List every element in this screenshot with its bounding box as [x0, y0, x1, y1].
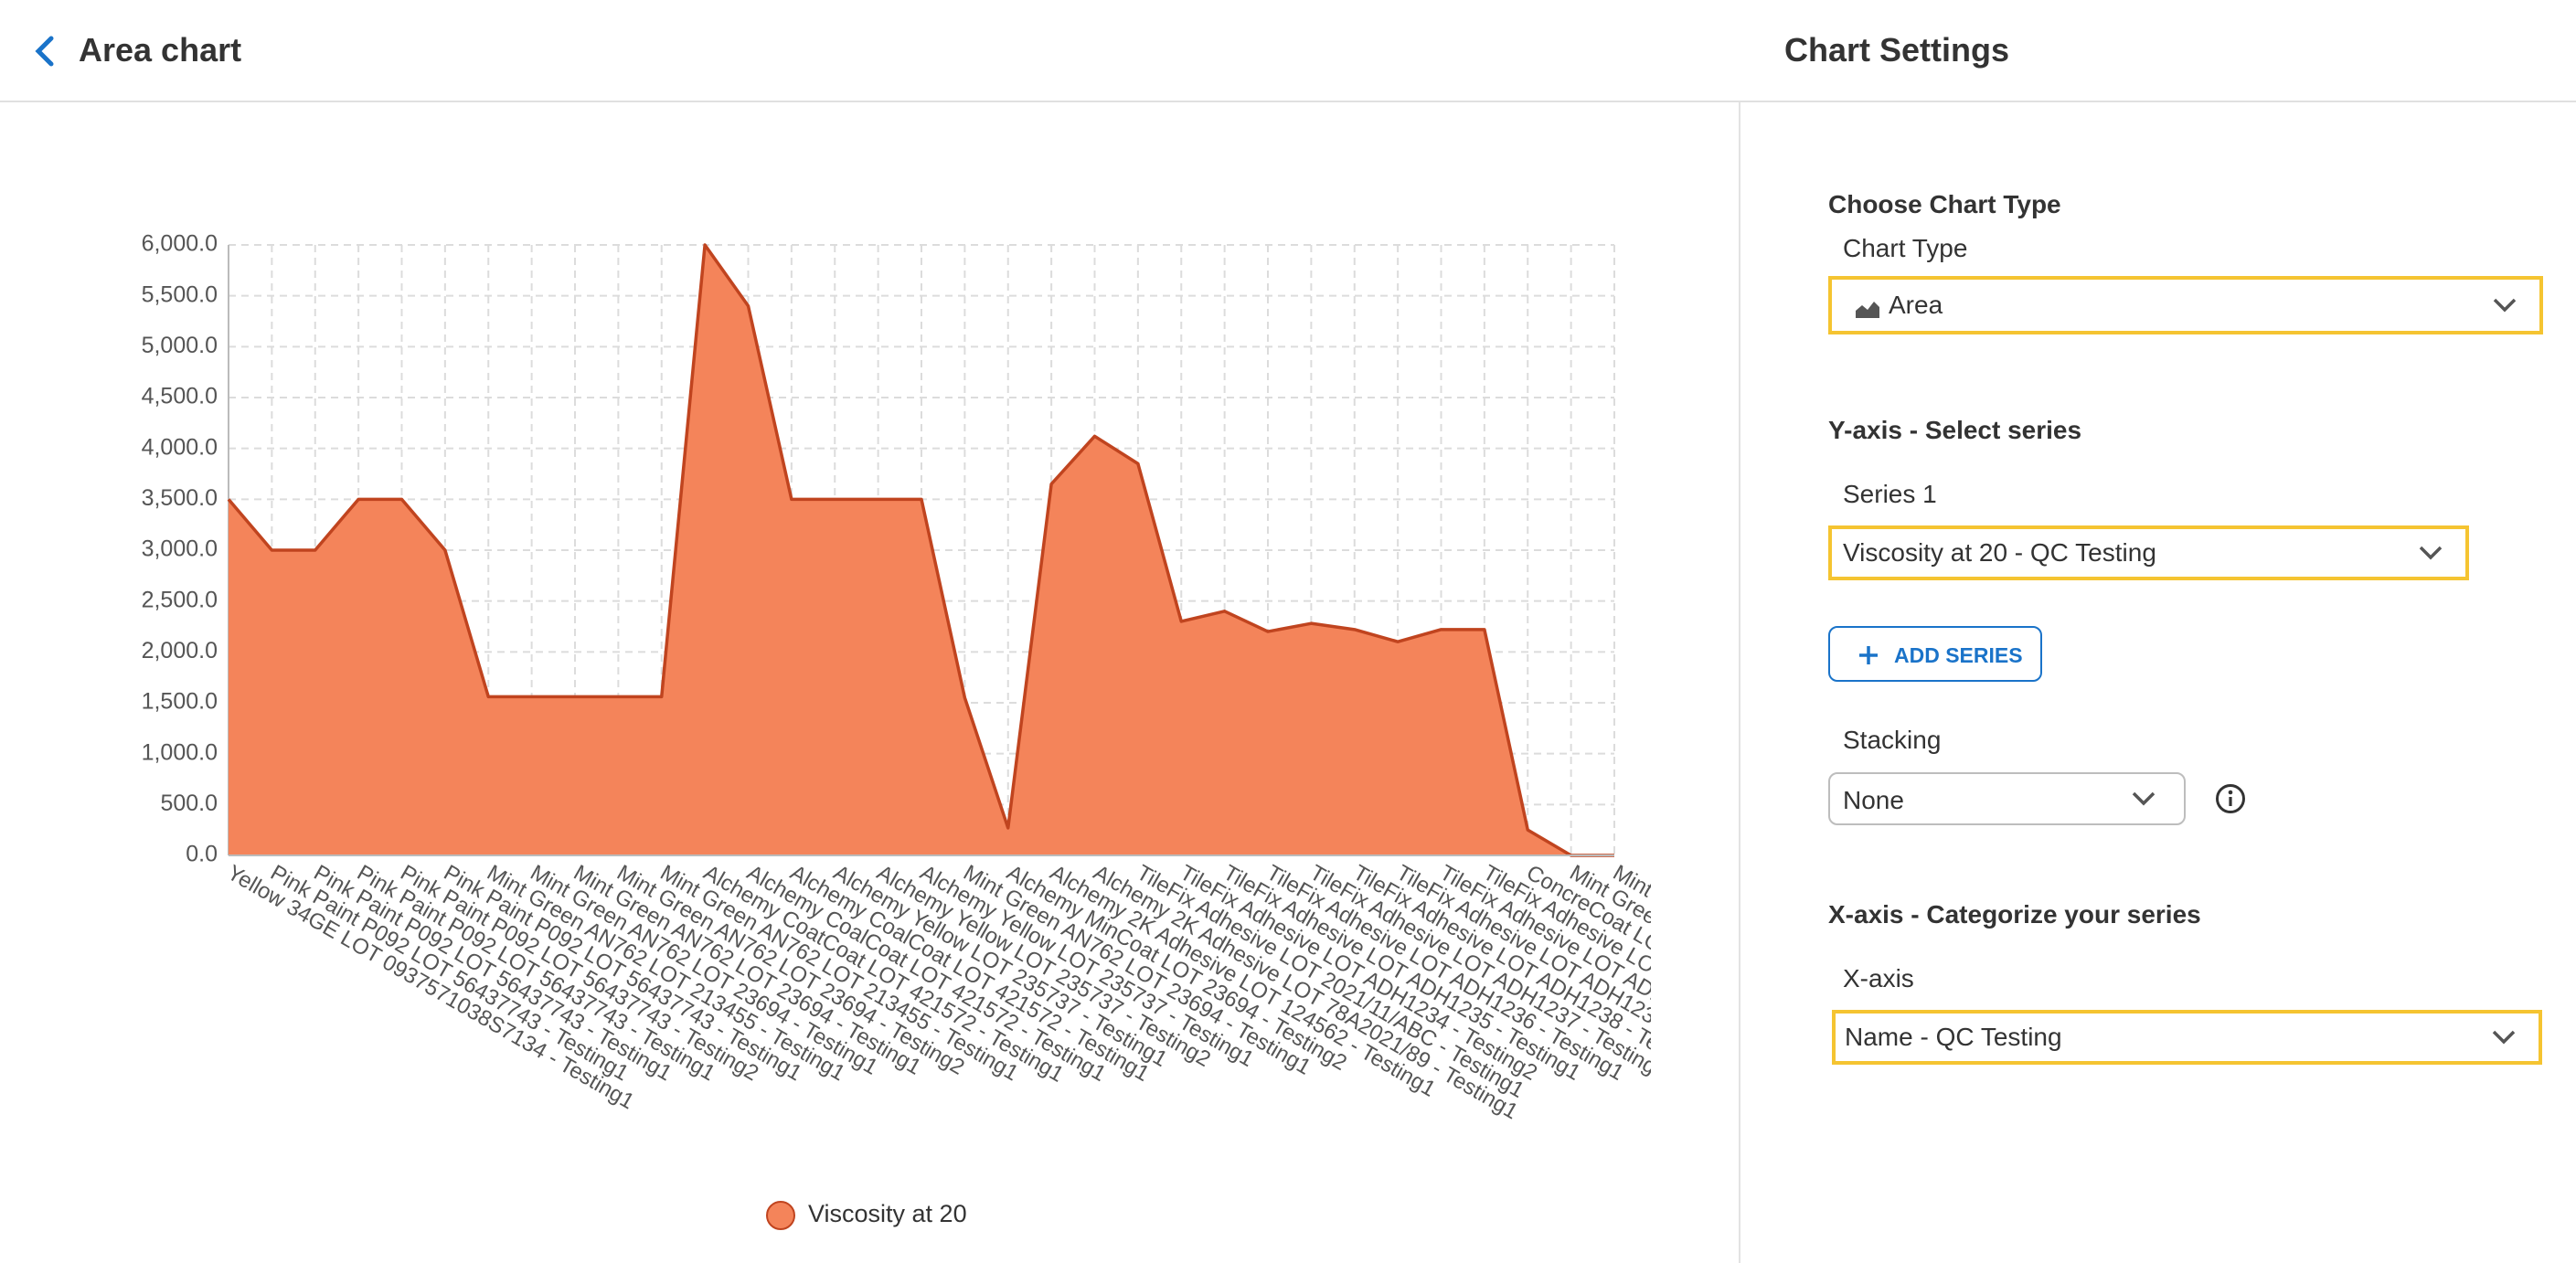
y-tick-label: 0.0: [186, 842, 218, 867]
y-tick-label: 5,000.0: [142, 333, 218, 358]
y-tick-label: 5,500.0: [142, 281, 218, 307]
y-tick-label: 2,500.0: [142, 587, 218, 612]
plus-icon: [1859, 646, 1878, 664]
y-tick-label: 4,500.0: [142, 384, 218, 409]
y-tick-label: 2,000.0: [142, 638, 218, 663]
select-value: None: [1843, 786, 1904, 814]
divider: [1739, 102, 1740, 1263]
select-value: Name - QC Testing: [1845, 1023, 2062, 1051]
y-tick-label: 4,000.0: [142, 434, 218, 460]
chevron: [2492, 1030, 2516, 1045]
area-line: [227, 243, 1614, 857]
select-value: Area: [1889, 291, 1943, 319]
y-tick-label: 6,000.0: [142, 231, 218, 257]
add-series-button[interactable]: ADD SERIES: [1828, 626, 2042, 682]
field-label: Stacking: [1843, 726, 1942, 754]
settings-title: Chart Settings: [1784, 31, 2010, 69]
x-axis-select[interactable]: Name - QC Testing: [1832, 1010, 2542, 1065]
select-value: Viscosity at 20 - QC Testing: [1843, 538, 2156, 567]
chevron: [2419, 546, 2443, 560]
x-axis-labels: Yellow 34GE LOT 0937571038S7134 - Testin…: [223, 860, 1651, 1124]
y-tick-label: 1,500.0: [142, 689, 218, 715]
page-title: Area chart: [79, 31, 242, 69]
chevron: [2132, 791, 2156, 806]
field-label: Chart Type: [1843, 234, 1968, 262]
legend-label: Viscosity at 20: [808, 1200, 967, 1227]
y-tick-label: 1,000.0: [142, 739, 218, 765]
back-button[interactable]: [31, 35, 59, 68]
stacking-select[interactable]: None: [1828, 772, 2186, 825]
info-icon[interactable]: [2214, 782, 2247, 815]
section-heading: Y-axis - Select series: [1828, 416, 2082, 444]
legend-marker: [766, 1201, 795, 1230]
field-label: Series 1: [1843, 480, 1937, 508]
section-heading: X-axis - Categorize your series: [1828, 900, 2201, 929]
y-tick-label: 500.0: [160, 791, 218, 816]
section-heading: Choose Chart Type: [1828, 190, 2061, 218]
series-select[interactable]: Viscosity at 20 - QC Testing: [1828, 525, 2469, 580]
y-tick-label: 3,000.0: [142, 536, 218, 562]
field-label: X-axis: [1843, 964, 1914, 992]
button-label: ADD SERIES: [1894, 643, 2023, 667]
area-icon: [1856, 302, 1879, 318]
y-tick-label: 3,500.0: [142, 485, 218, 511]
chart-type-select[interactable]: Area: [1828, 276, 2543, 334]
area: [229, 245, 1614, 855]
chart: 0.0 500.0 1,000.0 1,500.0 2,000.0 2,500.0 3,00…: [142, 231, 1651, 1230]
header: Area chart Chart Settings: [0, 0, 2576, 102]
chevron: [2493, 298, 2517, 313]
